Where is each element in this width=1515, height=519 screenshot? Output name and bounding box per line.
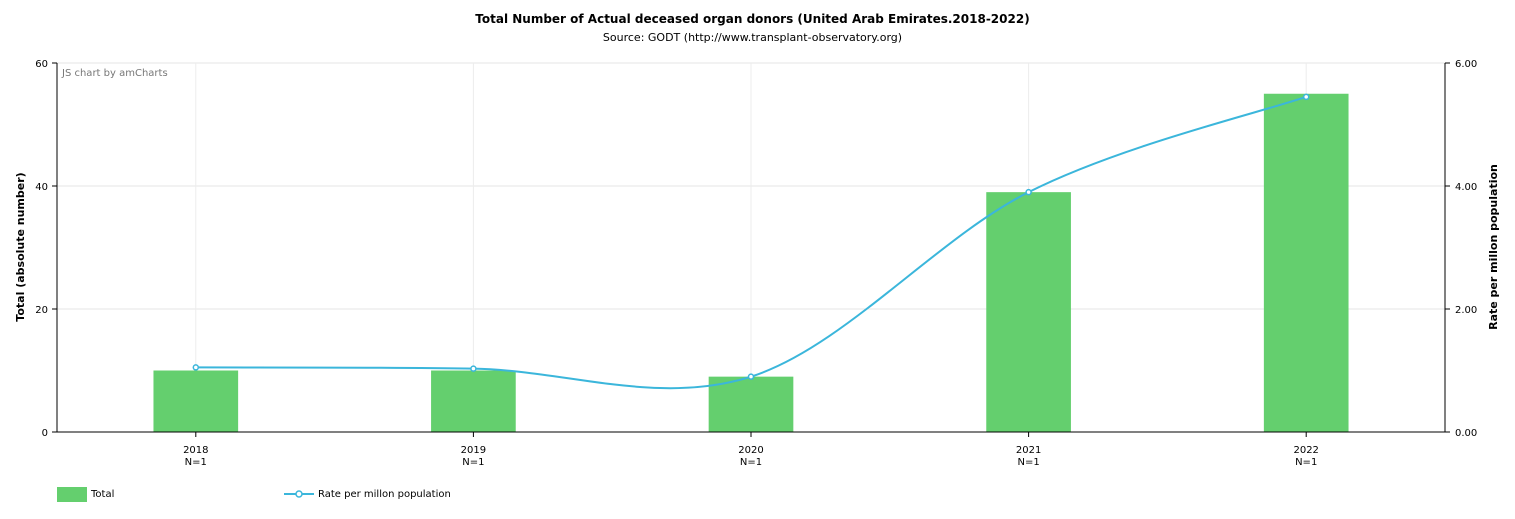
x-tick-label: 2020 (738, 445, 763, 456)
x-tick-sublabel: N=1 (462, 457, 484, 468)
y-left-tick-label: 40 (35, 182, 48, 193)
x-tick-label: 2019 (461, 445, 486, 456)
bar-total-2021[interactable] (986, 192, 1071, 432)
bar-total-2022[interactable] (1263, 93, 1349, 432)
legend-item-rate[interactable]: Rate per millon population (284, 486, 451, 502)
line-rate-point-2018[interactable] (192, 364, 200, 371)
y-right-tick-label: 4.00 (1455, 182, 1477, 193)
y-left-tick-label: 0 (42, 428, 48, 439)
chart-credit[interactable]: JS chart by amCharts (61, 68, 168, 79)
legend-label-total: Total (91, 488, 115, 500)
chart-plot: 02040600.002.004.006.002018N=12019N=1202… (14, 59, 1500, 468)
x-tick-label: 2021 (1016, 445, 1041, 456)
line-rate-point-2021[interactable] (1025, 188, 1032, 196)
x-tick-sublabel: N=1 (740, 457, 762, 468)
line-series (192, 93, 1310, 390)
legend-item-total[interactable]: Total (57, 486, 114, 502)
y-axis-left-title: Total (absolute number) (14, 172, 27, 321)
legend-swatch-line (284, 490, 314, 498)
y-left-tick-label: 20 (35, 305, 48, 316)
line-rate-point-2022[interactable] (1302, 93, 1310, 101)
chart-title: Total Number of Actual deceased organ do… (475, 12, 1030, 26)
legend-swatch-bar (57, 486, 87, 502)
chart-subtitle: Source: GODT (http://www.transplant-obse… (602, 31, 903, 44)
bar-total-2018[interactable] (153, 370, 239, 433)
x-tick-label: 2018 (183, 445, 208, 456)
x-tick-sublabel: N=1 (1295, 457, 1317, 468)
bar-total-2020[interactable] (708, 376, 794, 432)
x-tick-sublabel: N=1 (185, 457, 207, 468)
x-tick-sublabel: N=1 (1017, 457, 1039, 468)
x-tick-label: 2022 (1293, 445, 1318, 456)
line-rate-path (195, 95, 1307, 390)
line-rate-point-2020[interactable] (747, 373, 755, 380)
y-left-tick-label: 60 (35, 59, 48, 70)
y-right-tick-label: 0.00 (1455, 428, 1477, 439)
y-axis-right-title: Rate per millon population (1487, 164, 1500, 330)
y-right-tick-label: 6.00 (1455, 59, 1477, 70)
y-right-tick-label: 2.00 (1455, 305, 1477, 316)
line-rate-point-2019[interactable] (470, 365, 477, 372)
bar-series (153, 93, 1349, 433)
bar-total-2019[interactable] (431, 370, 516, 433)
legend-label-rate: Rate per millon population (318, 488, 451, 500)
axes: 02040600.002.004.006.002018N=12019N=1202… (35, 59, 1477, 468)
